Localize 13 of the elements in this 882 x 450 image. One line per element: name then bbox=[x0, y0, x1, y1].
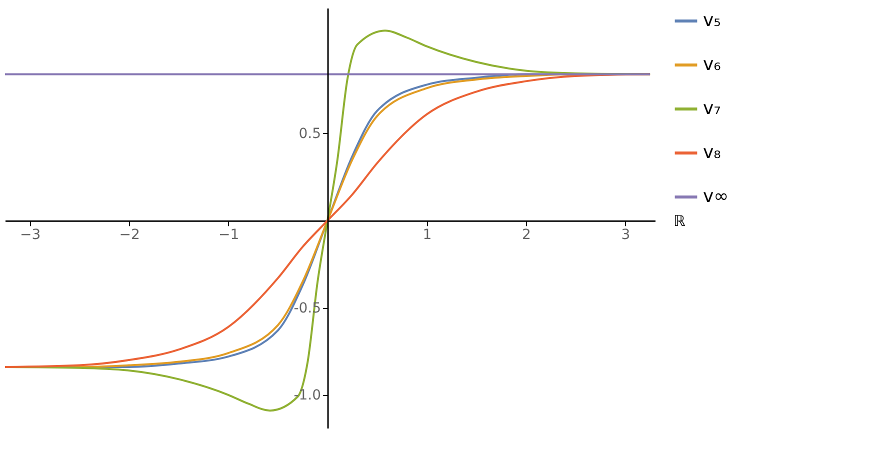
x-tick-label: 3 bbox=[621, 227, 630, 244]
legend-label: v∞ bbox=[703, 186, 729, 207]
legend-label: v₇ bbox=[703, 98, 721, 119]
legend-label: v₆ bbox=[703, 54, 721, 75]
x-tick-label: 2 bbox=[522, 227, 531, 244]
x-tick-label: 1 bbox=[422, 227, 432, 244]
x-tick-label: −2 bbox=[119, 227, 140, 244]
x-axis-title: ℝ bbox=[674, 212, 686, 230]
legend-label: v₈ bbox=[703, 142, 721, 163]
y-tick-label: 0.5 bbox=[298, 126, 322, 142]
x-tick-label: −3 bbox=[20, 227, 41, 244]
legend-label: v₅ bbox=[703, 10, 721, 31]
x-tick-label: −1 bbox=[218, 227, 240, 244]
